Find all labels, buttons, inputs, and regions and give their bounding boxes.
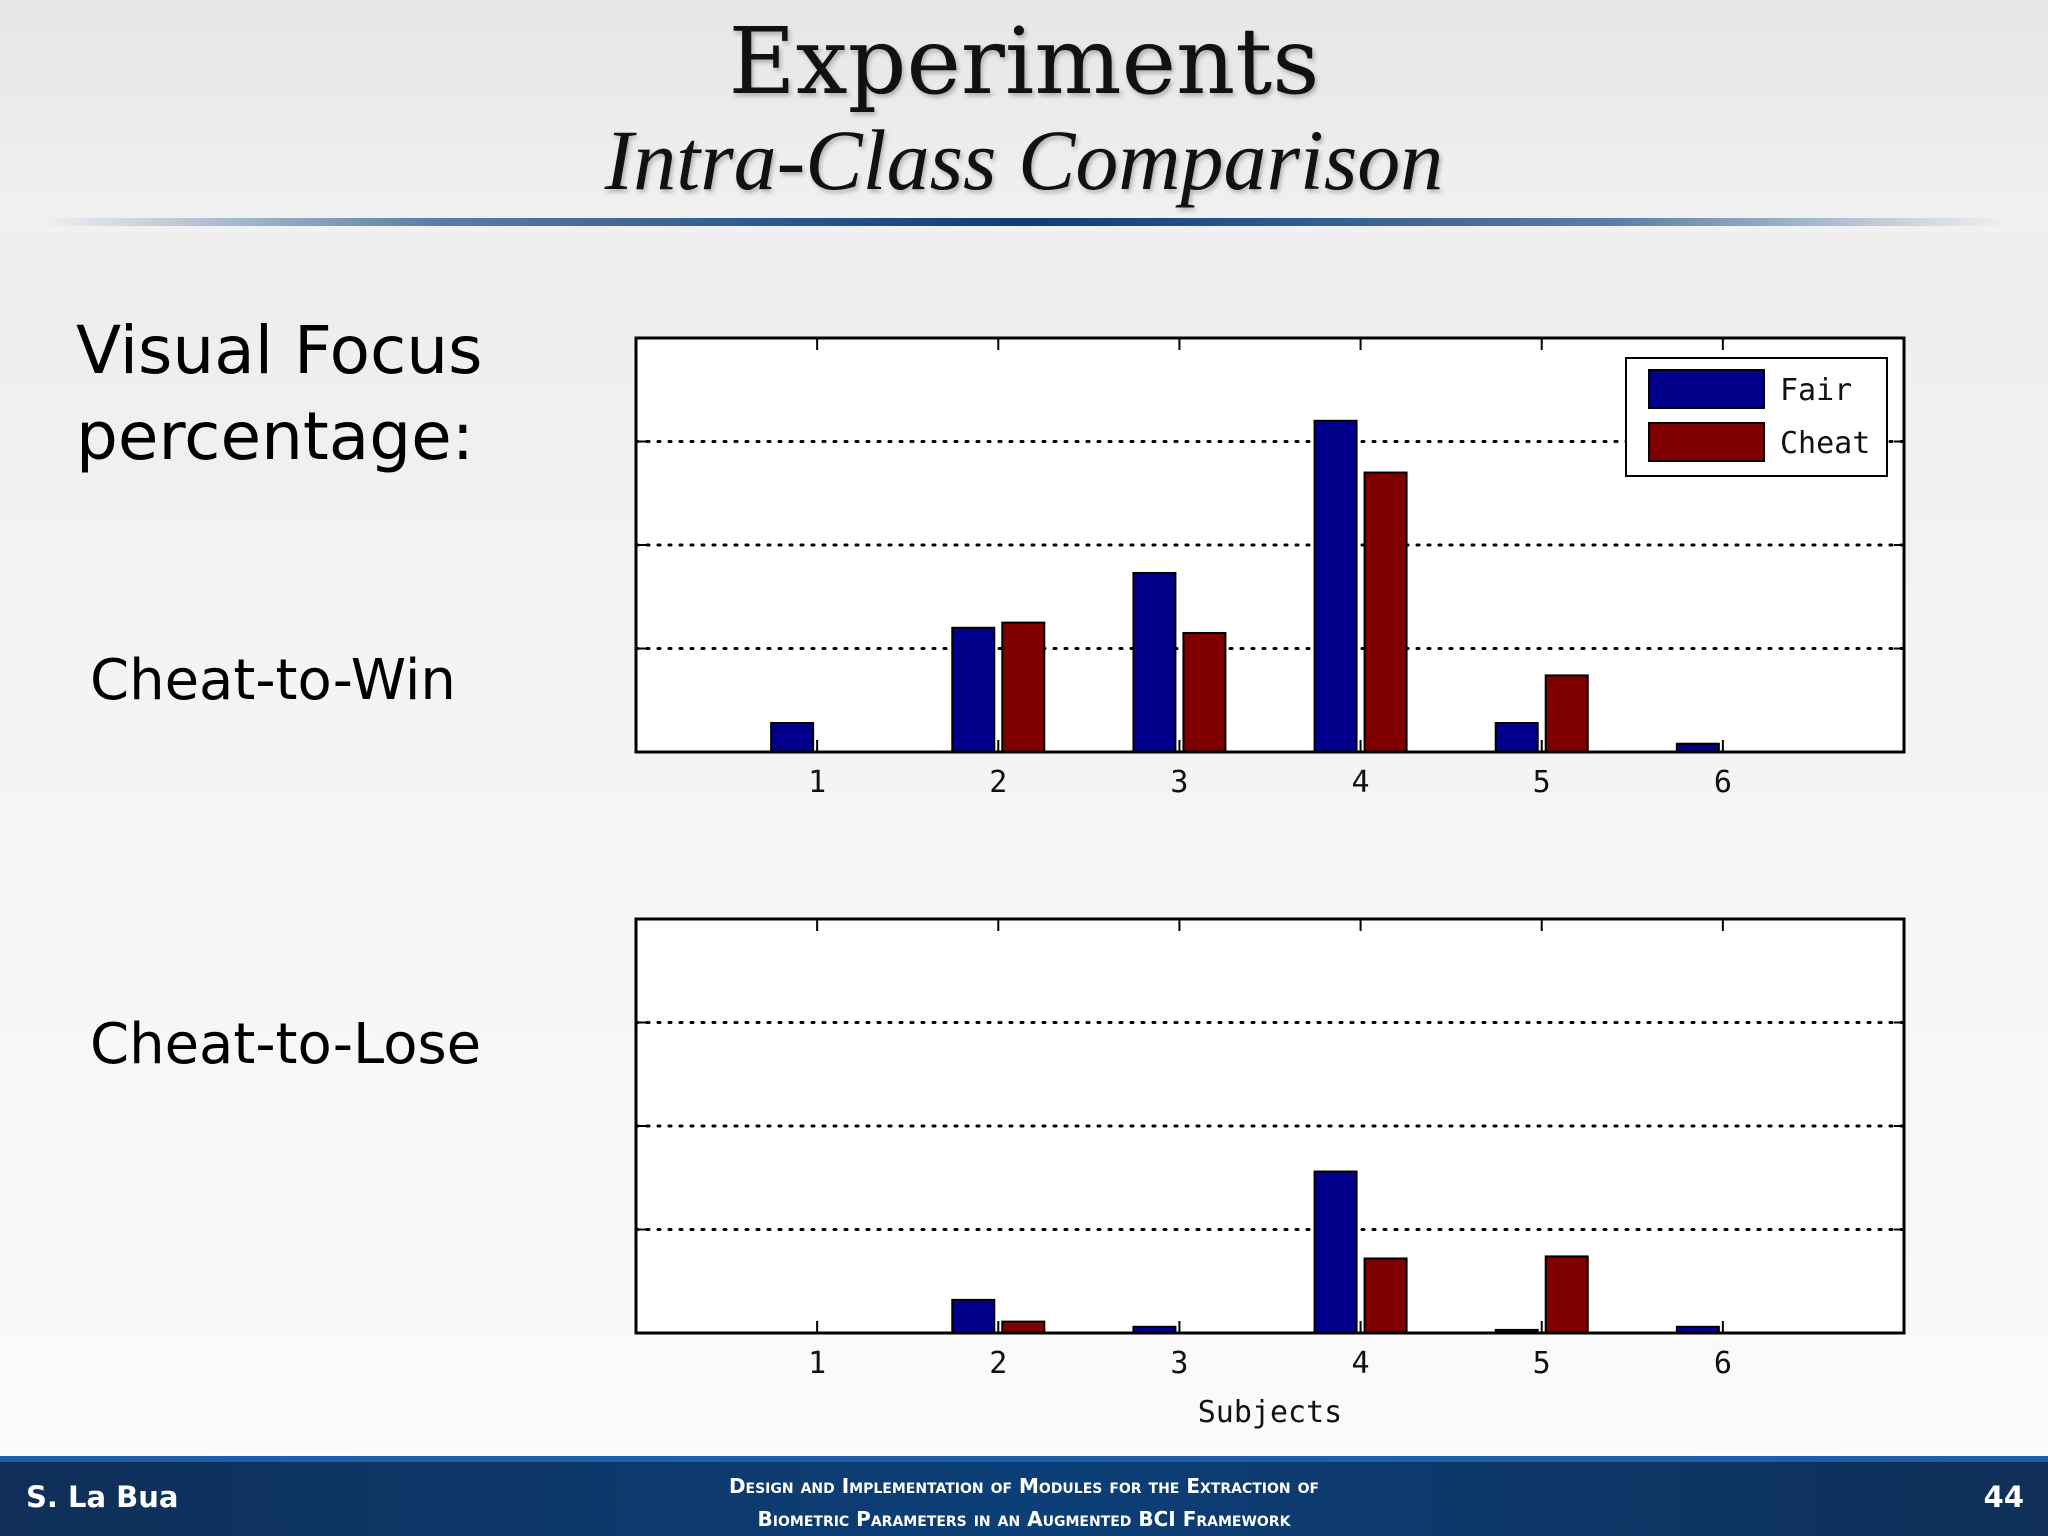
win-bar-fair-2	[951, 626, 996, 753]
win-bar-fair-1	[770, 722, 815, 754]
page-number: 44	[1983, 1480, 2024, 1514]
footer-title-line1: Design and Implementation of Modules for…	[728, 1474, 1320, 1498]
win-legend-label-fair: Fair	[1780, 373, 1852, 408]
win-xtick-label-6: 6	[1714, 765, 1732, 800]
visual-focus-label-line1: Visual Focus	[76, 312, 483, 389]
footer-bar: S. La Bua Design and Implementation of M…	[0, 1456, 2048, 1536]
win-xtick-label-1: 1	[808, 765, 826, 800]
win-axes-frame	[634, 336, 1906, 754]
win-bar-fair-3	[1132, 571, 1177, 753]
cheat-to-win-label: Cheat-to-Win	[90, 648, 456, 713]
slide-subtitle: Intra-Class Comparison	[604, 112, 1444, 208]
win-bar-cheat-3	[1182, 631, 1227, 753]
visual-focus-label: Visual Focus percentage:	[76, 308, 483, 480]
win-legend-label-cheat: Cheat	[1780, 426, 1870, 461]
footer-author: S. La Bua	[26, 1480, 179, 1514]
win-legend-swatch-cheat	[1648, 422, 1765, 462]
win-bar-cheat-2	[1001, 621, 1046, 753]
footer-presentation-title: Design and Implementation of Modules for…	[524, 1470, 1524, 1536]
win-xtick-label-4: 4	[1352, 765, 1370, 800]
win-xtick-label-2: 2	[989, 765, 1007, 800]
win-bar-cheat-4	[1363, 471, 1408, 753]
win-xtick-label-3: 3	[1170, 765, 1188, 800]
win-legend-swatch-fair	[1648, 369, 1765, 409]
win-bar-fair-5	[1494, 722, 1539, 754]
visual-focus-label-line2: percentage:	[76, 398, 474, 475]
slide-title: Experiments	[728, 8, 1320, 115]
title-divider	[40, 218, 2008, 226]
cheat-to-lose-label: Cheat-to-Lose	[90, 1012, 482, 1077]
title-area: Experiments Intra-Class Comparison	[0, 0, 2048, 232]
win-bar-cheat-5	[1544, 674, 1589, 753]
win-xtick-label-5: 5	[1533, 765, 1551, 800]
footer-title-line2: Biometric Parameters in an Augmented BCI…	[757, 1507, 1291, 1531]
win-bar-fair-4	[1313, 419, 1358, 753]
